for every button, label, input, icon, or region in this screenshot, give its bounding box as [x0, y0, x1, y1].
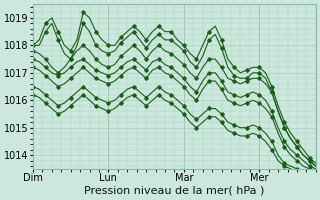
X-axis label: Pression niveau de la mer( hPa ): Pression niveau de la mer( hPa ): [84, 186, 265, 196]
